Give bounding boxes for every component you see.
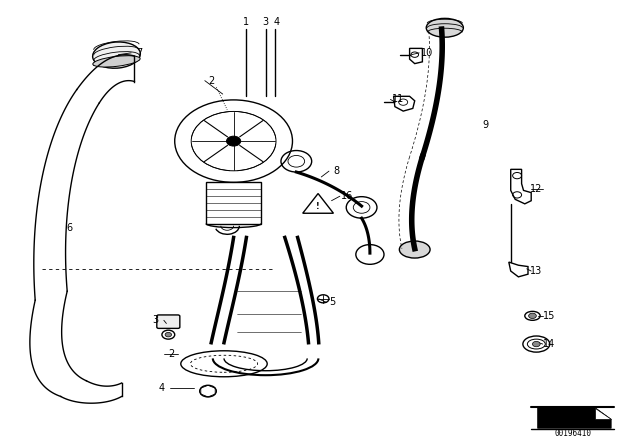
Text: 10: 10 — [421, 48, 434, 58]
Polygon shape — [595, 408, 611, 419]
Text: 5: 5 — [330, 297, 336, 307]
Text: 00196410: 00196410 — [554, 429, 591, 438]
Text: 1: 1 — [243, 17, 250, 27]
Text: 16: 16 — [340, 191, 353, 201]
Text: 12: 12 — [530, 184, 543, 194]
Text: 4: 4 — [158, 383, 164, 393]
FancyBboxPatch shape — [157, 315, 180, 328]
Ellipse shape — [93, 56, 140, 67]
Bar — [206, 182, 261, 224]
Text: 4: 4 — [273, 17, 280, 27]
Text: 9: 9 — [482, 120, 488, 129]
Ellipse shape — [399, 241, 430, 258]
Text: 14: 14 — [543, 339, 556, 349]
Ellipse shape — [93, 42, 140, 68]
Text: 15: 15 — [543, 311, 556, 321]
Polygon shape — [538, 408, 611, 428]
Circle shape — [532, 341, 540, 347]
Text: 11: 11 — [392, 95, 404, 104]
Circle shape — [165, 332, 172, 337]
Ellipse shape — [426, 18, 463, 37]
Text: 8: 8 — [333, 166, 339, 176]
Text: !: ! — [316, 202, 320, 211]
Text: 7: 7 — [136, 48, 143, 58]
Text: 13: 13 — [530, 266, 543, 276]
Text: 2: 2 — [208, 76, 214, 86]
Text: 6: 6 — [66, 224, 72, 233]
Text: 2: 2 — [168, 349, 175, 359]
Circle shape — [529, 313, 536, 319]
Circle shape — [227, 136, 241, 146]
Text: 3: 3 — [262, 17, 269, 27]
Text: 3: 3 — [152, 315, 159, 325]
